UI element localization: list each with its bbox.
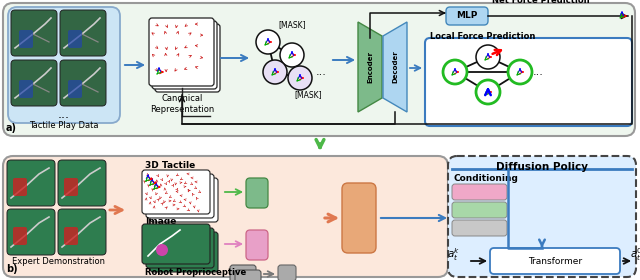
Text: [MASK]: [MASK]	[294, 90, 322, 99]
Text: Expert Demonstration: Expert Demonstration	[12, 257, 104, 266]
Text: ...: ...	[58, 108, 70, 121]
Text: Net Force Prediction: Net Force Prediction	[492, 0, 589, 5]
Text: Local Force Prediction: Local Force Prediction	[430, 32, 536, 41]
FancyBboxPatch shape	[425, 38, 632, 126]
FancyBboxPatch shape	[11, 10, 57, 56]
FancyBboxPatch shape	[490, 248, 620, 274]
Polygon shape	[383, 22, 407, 112]
FancyBboxPatch shape	[342, 183, 376, 253]
FancyBboxPatch shape	[146, 174, 214, 218]
Text: a): a)	[6, 123, 17, 133]
Text: 3D Tactile: 3D Tactile	[145, 161, 195, 170]
FancyBboxPatch shape	[60, 60, 106, 106]
FancyBboxPatch shape	[146, 228, 214, 268]
Text: MLP: MLP	[456, 11, 477, 20]
Circle shape	[443, 60, 467, 84]
Circle shape	[160, 248, 172, 260]
FancyBboxPatch shape	[246, 178, 268, 208]
Text: $a_t^0$: $a_t^0$	[630, 247, 640, 263]
FancyBboxPatch shape	[150, 232, 218, 272]
Circle shape	[263, 60, 287, 84]
FancyBboxPatch shape	[7, 160, 55, 206]
Circle shape	[476, 80, 500, 104]
FancyBboxPatch shape	[64, 227, 78, 245]
FancyBboxPatch shape	[8, 7, 120, 123]
FancyBboxPatch shape	[152, 21, 217, 89]
Text: Canonical
Representation: Canonical Representation	[150, 94, 214, 114]
Text: $a_t^k$: $a_t^k$	[447, 247, 461, 263]
Circle shape	[256, 30, 280, 54]
FancyBboxPatch shape	[11, 60, 57, 106]
FancyBboxPatch shape	[150, 178, 218, 222]
FancyBboxPatch shape	[58, 160, 106, 206]
FancyBboxPatch shape	[278, 265, 296, 280]
Text: ...: ...	[533, 67, 544, 77]
FancyBboxPatch shape	[7, 209, 55, 255]
FancyBboxPatch shape	[58, 209, 106, 255]
FancyBboxPatch shape	[13, 227, 27, 245]
FancyBboxPatch shape	[60, 10, 106, 56]
FancyBboxPatch shape	[230, 265, 256, 280]
FancyBboxPatch shape	[142, 170, 210, 214]
FancyBboxPatch shape	[149, 18, 214, 86]
Circle shape	[280, 43, 304, 67]
Text: Image: Image	[145, 217, 177, 226]
Text: Decoder: Decoder	[392, 51, 398, 83]
Polygon shape	[358, 22, 382, 112]
FancyBboxPatch shape	[155, 24, 220, 92]
Circle shape	[508, 60, 532, 84]
Text: Robot Proprioceptive: Robot Proprioceptive	[145, 268, 246, 277]
FancyBboxPatch shape	[68, 30, 82, 48]
FancyBboxPatch shape	[446, 7, 488, 25]
Text: [MASK]: [MASK]	[278, 20, 306, 29]
Circle shape	[156, 244, 168, 256]
Circle shape	[164, 252, 176, 264]
Text: b): b)	[6, 264, 18, 274]
FancyBboxPatch shape	[246, 230, 268, 260]
FancyBboxPatch shape	[19, 30, 33, 48]
Text: Tactile Play Data: Tactile Play Data	[29, 121, 99, 130]
Circle shape	[288, 66, 312, 90]
FancyBboxPatch shape	[142, 224, 210, 264]
Text: ...: ...	[316, 67, 327, 77]
FancyBboxPatch shape	[235, 270, 261, 280]
FancyBboxPatch shape	[452, 184, 507, 200]
FancyBboxPatch shape	[452, 202, 507, 218]
FancyBboxPatch shape	[452, 220, 507, 236]
FancyBboxPatch shape	[13, 178, 27, 196]
FancyBboxPatch shape	[64, 178, 78, 196]
Text: Conditioning: Conditioning	[454, 174, 519, 183]
FancyBboxPatch shape	[3, 3, 635, 136]
Text: Transformer: Transformer	[528, 256, 582, 265]
Text: Diffusion Policy: Diffusion Policy	[496, 162, 588, 172]
FancyBboxPatch shape	[3, 156, 448, 277]
Text: Encoder: Encoder	[367, 51, 373, 83]
FancyBboxPatch shape	[448, 156, 636, 277]
FancyBboxPatch shape	[68, 80, 82, 98]
Circle shape	[476, 45, 500, 69]
FancyBboxPatch shape	[19, 80, 33, 98]
